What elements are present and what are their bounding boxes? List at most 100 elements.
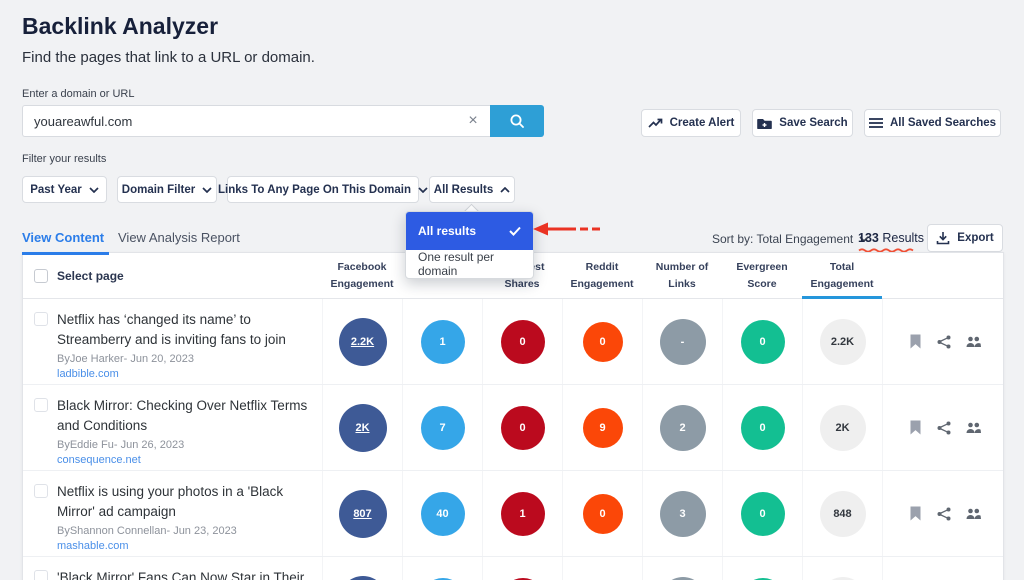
filter-row: Past Year Domain Filter Links To Any Pag… [22, 176, 515, 203]
share-icon[interactable] [937, 507, 951, 521]
evergreen-score-value[interactable]: 0 [740, 491, 785, 536]
row-checkbox[interactable] [34, 398, 48, 412]
column-header-facebook-engagement[interactable]: Facebook Engagement [322, 253, 402, 298]
article-domain-link[interactable]: mashable.com [57, 540, 129, 553]
twitter-shares-value[interactable]: 40 [420, 491, 465, 536]
results-table: Select page Facebook Engagement Twitter … [22, 252, 1004, 580]
filter-all-results[interactable]: All Results [429, 176, 515, 203]
share-icon[interactable] [937, 421, 951, 435]
pinterest-shares-value[interactable]: 1 [500, 491, 545, 536]
sort-by-dropdown[interactable]: Sort by: Total Engagement [712, 232, 869, 246]
select-page-label: Select page [57, 268, 124, 283]
table-header-row: Select page Facebook Engagement Twitter … [23, 253, 1003, 299]
facebook-engagement-value[interactable]: 2K [338, 403, 387, 452]
facebook-engagement-value[interactable] [338, 575, 387, 580]
bookmark-icon[interactable] [909, 420, 922, 435]
export-button[interactable]: Export [927, 224, 1003, 252]
metric-value: 0 [759, 421, 766, 434]
metric-value: 2.2K [830, 335, 855, 348]
article-domain-link[interactable]: consequence.net [57, 454, 141, 467]
total-engagement-value[interactable]: 2K [819, 404, 866, 451]
metric-value: 0 [599, 507, 606, 520]
facebook-engagement-value[interactable]: 2.2K [338, 317, 387, 366]
bookmark-icon[interactable] [909, 506, 922, 521]
number-of-links-value[interactable]: - [659, 318, 706, 365]
tab-view-content[interactable]: View Content [22, 230, 105, 245]
metric-value: 2K [835, 421, 850, 434]
pinterest-shares-value[interactable]: 0 [500, 405, 545, 450]
share-icon[interactable] [937, 335, 951, 349]
people-icon[interactable] [966, 335, 981, 348]
article-title[interactable]: Black Mirror: Checking Over Netflix Term… [57, 398, 308, 433]
dropdown-option-all-results[interactable]: All results [406, 212, 533, 250]
chevron-down-icon [418, 186, 428, 193]
column-header-number-of-links[interactable]: Number of Links [642, 253, 722, 298]
search-button[interactable] [490, 105, 544, 137]
reddit-engagement-value[interactable]: 0 [582, 321, 623, 362]
create-alert-button[interactable]: Create Alert [641, 109, 741, 137]
row-checkbox[interactable] [34, 312, 48, 326]
article-title[interactable]: Netflix is using your photos in a 'Black… [57, 484, 284, 519]
dropdown-option-label: All results [418, 224, 477, 238]
clear-icon[interactable]: × [464, 112, 482, 130]
filter-past-year[interactable]: Past Year [22, 176, 107, 203]
number-of-links-value[interactable]: 3 [659, 490, 706, 537]
all-saved-searches-button[interactable]: All Saved Searches [864, 109, 1001, 137]
active-tab-indicator [22, 252, 109, 255]
twitter-shares-value[interactable]: 7 [420, 405, 465, 450]
column-header-total-engagement[interactable]: Total Engagement [802, 253, 882, 299]
twitter-shares-value[interactable]: 1 [420, 319, 465, 364]
metric-value: 9 [599, 421, 606, 434]
trending-up-icon [648, 117, 663, 129]
facebook-engagement-value[interactable]: 807 [338, 489, 387, 538]
filter-label: Filter your results [22, 153, 107, 165]
save-search-button[interactable]: Save Search [752, 109, 853, 137]
column-header-evergreen-score[interactable]: Evergreen Score [722, 253, 802, 298]
total-engagement-value[interactable]: 848 [819, 490, 866, 537]
metric-value: 1 [519, 507, 526, 520]
download-icon [936, 231, 950, 245]
results-count: 133 Results [858, 231, 924, 245]
list-icon [868, 117, 883, 129]
people-icon[interactable] [966, 507, 981, 520]
tab-view-analysis-report[interactable]: View Analysis Report [118, 230, 240, 245]
article-title[interactable]: 'Black Mirror' Fans Can Now Star in Thei… [57, 570, 305, 580]
article-title[interactable]: Netflix has ‘changed its name’ to Stream… [57, 312, 286, 347]
evergreen-score-value[interactable] [740, 577, 785, 580]
reddit-engagement-value[interactable]: 9 [582, 407, 623, 448]
reddit-engagement-value[interactable]: 0 [582, 493, 623, 534]
metric-value: 2K [355, 421, 370, 434]
total-engagement-value[interactable] [819, 576, 866, 580]
row-checkbox[interactable] [34, 484, 48, 498]
pinterest-shares-value[interactable] [500, 577, 545, 580]
results-filter-dropdown: All results One result per domain [405, 203, 534, 279]
evergreen-score-value[interactable]: 0 [740, 319, 785, 364]
select-page-checkbox[interactable] [34, 268, 48, 283]
twitter-shares-value[interactable] [420, 577, 465, 580]
red-arrow-annotation [533, 222, 604, 236]
article-byline: ByJoe Harker- Jun 20, 2023 [57, 353, 194, 366]
column-header-label: Total Engagement [810, 261, 874, 290]
pinterest-shares-value[interactable]: 0 [500, 319, 545, 364]
row-checkbox[interactable] [34, 570, 48, 580]
bookmark-icon[interactable] [909, 334, 922, 349]
metric-value: 0 [759, 335, 766, 348]
search-input[interactable] [22, 105, 490, 137]
filter-links-scope[interactable]: Links To Any Page On This Domain [218, 176, 428, 203]
chevron-down-icon [859, 236, 869, 242]
search-label: Enter a domain or URL [22, 88, 135, 100]
evergreen-score-value[interactable]: 0 [740, 405, 785, 450]
metric-value: 2.2K [350, 335, 375, 348]
total-engagement-value[interactable]: 2.2K [819, 318, 866, 365]
column-header-label: Evergreen Score [736, 261, 788, 290]
dropdown-option-one-result-per-domain[interactable]: One result per domain [406, 250, 533, 278]
number-of-links-value[interactable]: 2 [659, 404, 706, 451]
filter-all-results-label: All Results [433, 183, 494, 196]
number-of-links-value[interactable] [659, 576, 706, 580]
page-subtitle: Find the pages that link to a URL or dom… [22, 49, 315, 66]
filter-domain[interactable]: Domain Filter [117, 176, 217, 203]
people-icon[interactable] [966, 421, 981, 434]
column-header-label: Number of Links [655, 261, 709, 290]
column-header-reddit-engagement[interactable]: Reddit Engagement [562, 253, 642, 298]
article-domain-link[interactable]: ladbible.com [57, 368, 119, 381]
